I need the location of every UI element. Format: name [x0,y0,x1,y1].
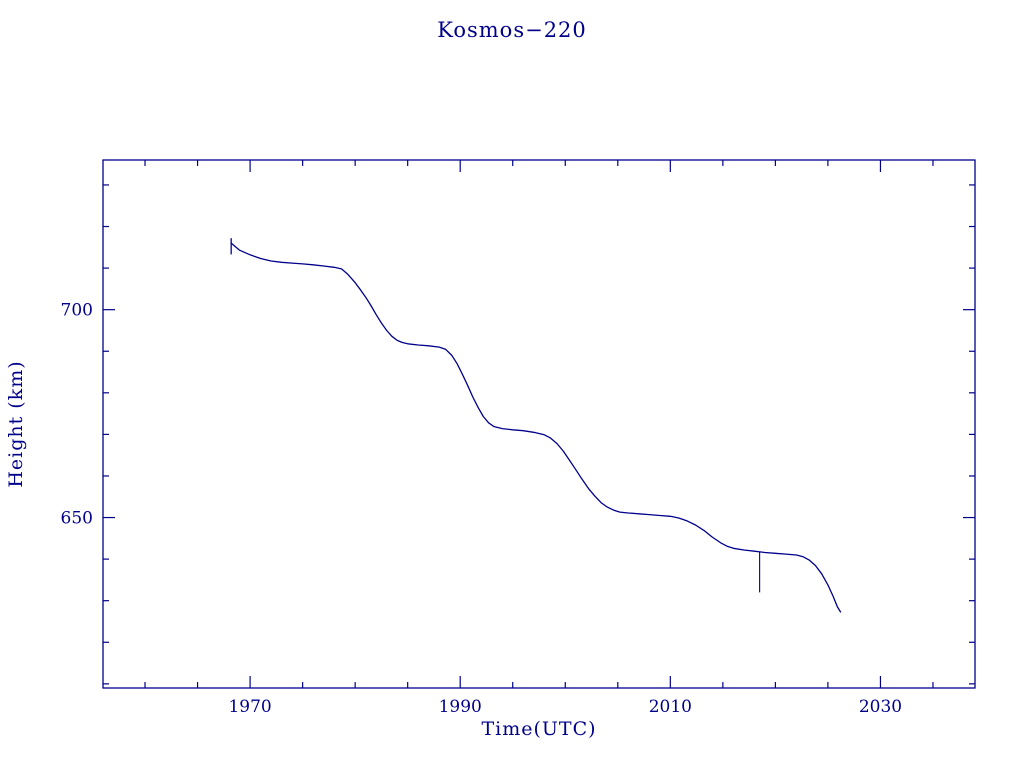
height-curve [230,242,842,613]
x-tick-label: 2010 [649,697,692,717]
x-tick-label: 1990 [439,697,482,717]
y-tick-label: 650 [61,509,93,529]
x-tick-label: 2030 [859,697,902,717]
y-tick-label: 700 [61,301,93,321]
plot-frame [102,159,976,689]
x-axis-label: Time(UTC) [481,718,597,740]
chart-title: Kosmos−220 [437,18,587,42]
x-tick-label: 1970 [228,697,271,717]
